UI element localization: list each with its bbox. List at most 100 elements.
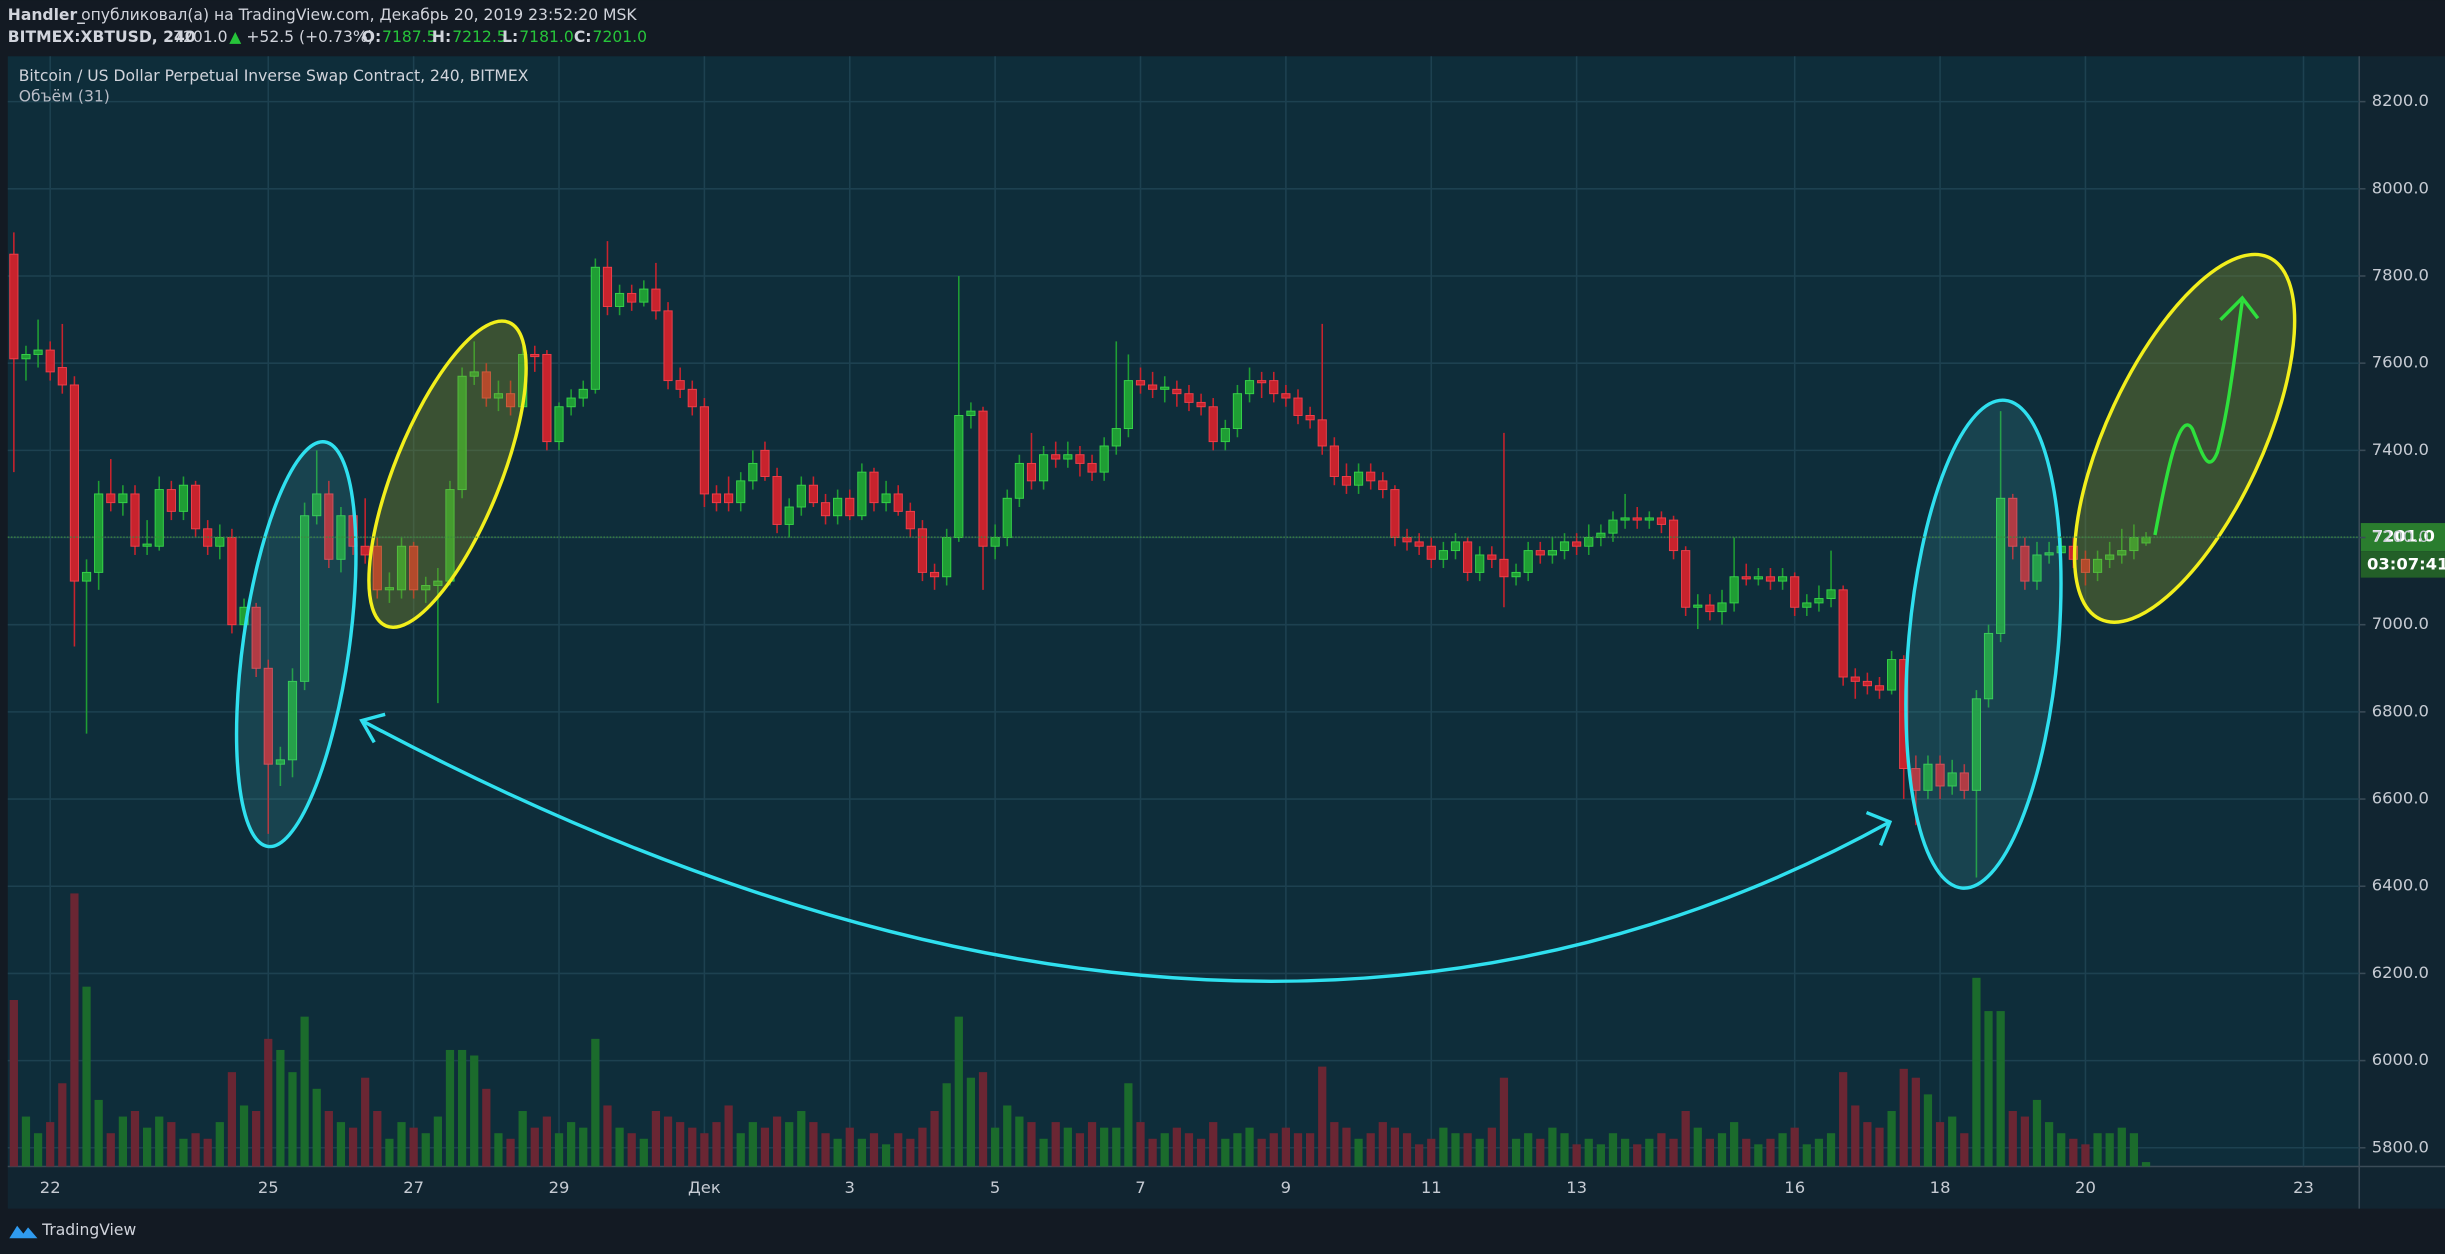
volume-bar [2008,1111,2017,1167]
candle-body [1002,497,1012,538]
volume-bar [397,1122,406,1167]
x-tick-label: 27 [403,1178,424,1197]
forecast-curve [2153,300,2244,536]
candle-body [1220,428,1230,443]
volume-bar [2020,1116,2029,1167]
highlight-ellipse [1904,398,2063,890]
candle-body [130,493,140,547]
candle-body [1438,550,1448,560]
change-arrow: ▲ [229,28,241,46]
volume-bar [579,1127,588,1167]
candle-body [1244,380,1255,395]
volume-bar [1560,1133,1569,1167]
volume-bar [2105,1133,2114,1167]
candle-body [57,367,67,386]
candle-body [942,537,952,578]
candle-body [1051,454,1061,460]
volume-bar [1693,1127,1702,1167]
volume-bar [1996,1011,2005,1167]
candle-body [1148,384,1158,390]
x-tick-label: 29 [549,1178,570,1197]
candle-body [1777,576,1788,582]
candle-body [881,493,891,504]
candle-body [1135,380,1146,386]
volume-bar [46,1122,55,1167]
candle-body [1208,406,1218,443]
candle-body [275,759,285,765]
candle-body [166,489,176,512]
author: Handler_ [8,6,85,24]
volume-bar [736,1133,745,1167]
volume-bar [58,1083,67,1167]
volume-bar [167,1122,176,1167]
candle-body [2032,554,2042,582]
candle-body [263,667,273,765]
volume-bar [1100,1127,1109,1167]
candle-body [990,537,1000,547]
x-tick-label: 23 [2293,1178,2314,1197]
candle-body [530,353,540,358]
arrow-head [1865,810,1893,846]
countdown-box [2360,551,2445,578]
candle-body [1026,462,1037,482]
volume-bar [288,1072,297,1167]
volume-bar [1330,1122,1339,1167]
candle-body [1014,462,1024,499]
candle-body [929,571,940,578]
volume-bar [179,1138,188,1167]
candle-body [2117,550,2127,556]
volume-bar [615,1127,624,1167]
low-value: 7181.0 [519,28,574,46]
volume-bar [21,1116,31,1167]
candle-body [1826,589,1836,600]
volume-bar [1305,1133,1315,1167]
x-tick-label: 5 [990,1178,1000,1197]
volume-bar [142,1127,152,1167]
y-tick-label: 6800.0 [2372,701,2429,720]
volume-bar [118,1116,128,1167]
y-tick-label: 8200.0 [2372,91,2429,110]
volume-bar [361,1077,370,1167]
volume-bar [821,1133,830,1167]
volume-bar [676,1122,685,1167]
volume-bar [227,1072,237,1167]
open-value: 7187.5 [382,28,437,46]
candle-body [869,471,879,504]
candle-body [9,253,19,360]
candle-body [1257,380,1267,384]
volume-bar [966,1077,976,1167]
volume-bar [809,1122,818,1167]
volume-bar [1196,1138,1206,1167]
volume-bar [1063,1127,1072,1167]
candle-body [1341,476,1352,486]
volume-bar [506,1138,515,1167]
volume-bar [1730,1122,1739,1167]
candle-body [493,393,504,399]
volume-bar [1427,1138,1436,1167]
candle-body [1632,517,1642,521]
volume-bar [688,1127,697,1167]
y-tick-label: 6400.0 [2372,876,2429,895]
volume-bar [1826,1133,1836,1167]
candle-body [1305,415,1315,421]
volume-bar [1451,1133,1460,1167]
candle-body [154,489,164,547]
volume-bar [918,1127,927,1167]
volume-bar [724,1105,733,1167]
volume-bar [1124,1083,1133,1167]
volume-bar [2032,1099,2042,1167]
volume-bar [1548,1127,1557,1167]
volume-bar [1839,1072,1848,1167]
volume-bar [1705,1138,1715,1167]
candle-body [1608,519,1618,534]
volume-bar [1354,1138,1363,1167]
candle-body [1269,380,1279,395]
candle-body [457,375,467,491]
candle-body [651,288,661,312]
volume-bar [603,1105,612,1167]
volume-bar [1814,1138,1824,1167]
volume-bar [1669,1138,1678,1167]
x-tick-label: 9 [1281,1178,1291,1197]
candle-body [1366,471,1376,482]
volume-bar [1511,1138,1521,1167]
